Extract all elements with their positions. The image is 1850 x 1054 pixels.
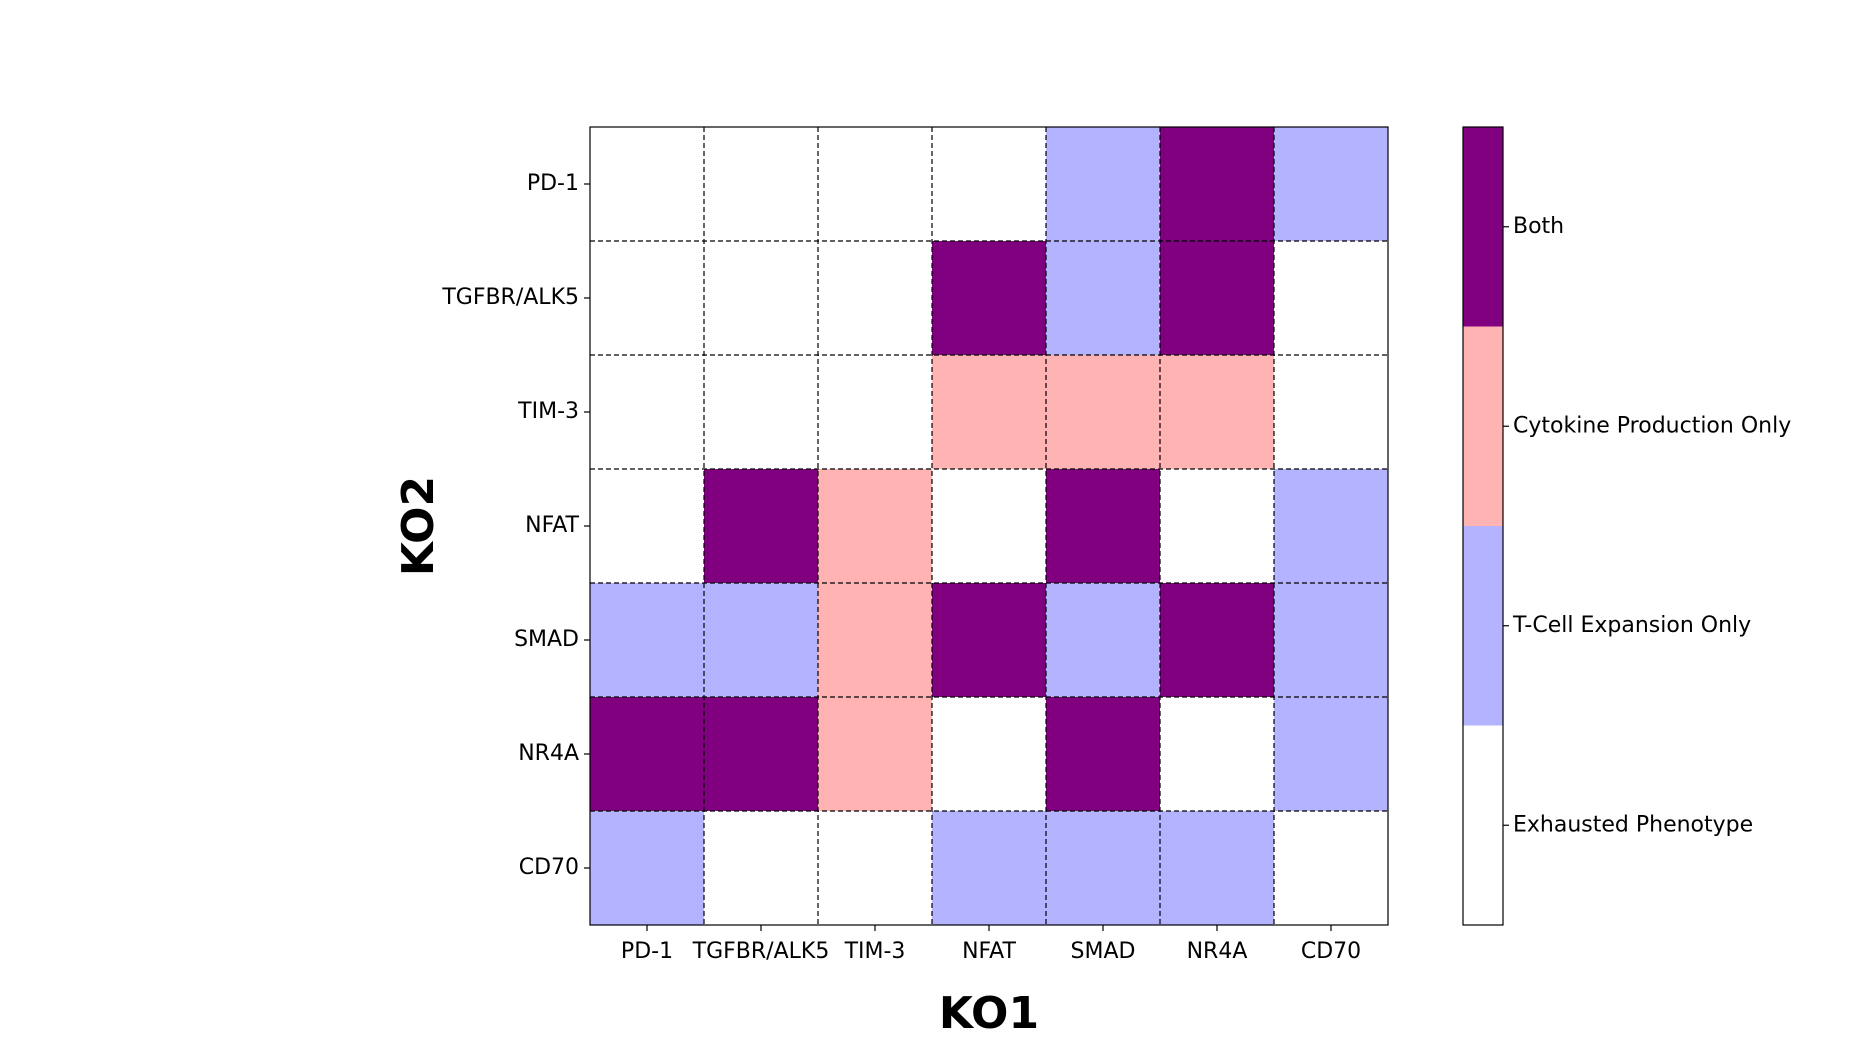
heatmap-cell (932, 811, 1046, 925)
x-tick-label: TIM-3 (844, 939, 906, 964)
heatmap-cell (1160, 697, 1274, 811)
heatmap-cell (704, 127, 818, 241)
heatmap-cell (704, 355, 818, 469)
heatmap-cell (932, 583, 1046, 697)
heatmap-cell (590, 127, 704, 241)
y-axis-tick-labels: PD-1 TGFBR/ALK5 TIM-3 NFAT SMAD NR4A CD70 (441, 171, 579, 880)
y-tick-label: SMAD (514, 627, 579, 652)
heatmap-cell (818, 355, 932, 469)
colorbar-label: Cytokine Production Only (1513, 413, 1791, 438)
y-tick-label: PD-1 (527, 171, 579, 196)
heatmap-cell (818, 811, 932, 925)
heatmap-cell (1160, 241, 1274, 355)
y-axis-title: KO2 (393, 476, 444, 576)
heatmap-cell (590, 355, 704, 469)
heatmap-cell (590, 811, 704, 925)
heatmap-cell (1046, 583, 1160, 697)
heatmap-cell (1274, 127, 1388, 241)
heatmap-cell (704, 811, 818, 925)
heatmap-cell (818, 469, 932, 583)
colorbar-label: T-Cell Expansion Only (1512, 613, 1751, 638)
heatmap-cell (932, 241, 1046, 355)
heatmap-cell (1046, 241, 1160, 355)
colorbar-frame (1462, 126, 1504, 926)
heatmap-cell (590, 583, 704, 697)
heatmap-cell (704, 469, 818, 583)
x-axis-title: KO1 (939, 988, 1039, 1039)
heatmap-cell (704, 697, 818, 811)
heatmap-cells (590, 127, 1388, 925)
x-tick-label: SMAD (1071, 939, 1136, 964)
axis-ticks (584, 183, 1332, 931)
heatmap-cell (818, 241, 932, 355)
x-tick-label: NFAT (962, 939, 1016, 964)
heatmap-cell (704, 583, 818, 697)
x-tick-label: PD-1 (621, 939, 673, 964)
heatmap-cell (1160, 127, 1274, 241)
heatmap-cell (1160, 469, 1274, 583)
heatmap-cell (1046, 127, 1160, 241)
heatmap-cell (1274, 583, 1388, 697)
heatmap-cell (704, 241, 818, 355)
grid-lines (590, 127, 1388, 925)
x-tick-label: NR4A (1187, 939, 1248, 964)
heatmap-cell (932, 697, 1046, 811)
heatmap-cell (818, 697, 932, 811)
heatmap-cell (590, 241, 704, 355)
heatmap-cell (818, 127, 932, 241)
heatmap-cell (1274, 697, 1388, 811)
colorbar-label: Exhausted Phenotype (1513, 812, 1753, 837)
colorbar-segment (1463, 326, 1503, 526)
colorbar-segment (1463, 526, 1503, 726)
y-tick-label: CD70 (519, 855, 579, 880)
heatmap-cell (590, 697, 704, 811)
x-tick-label: CD70 (1301, 939, 1361, 964)
heatmap-cell (1274, 355, 1388, 469)
colorbar-segment (1463, 127, 1503, 327)
y-tick-label: TIM-3 (517, 399, 579, 424)
y-tick-label: NFAT (525, 513, 579, 538)
heatmap-cell (1046, 355, 1160, 469)
heatmap-cell (1160, 583, 1274, 697)
colorbar-label: Both (1513, 214, 1564, 239)
x-axis-tick-labels: PD-1 TGFBR/ALK5 TIM-3 NFAT SMAD NR4A CD70 (621, 939, 1361, 964)
y-tick-label: TGFBR/ALK5 (441, 285, 579, 310)
heatmap-cell (1274, 469, 1388, 583)
heatmap-cell (818, 583, 932, 697)
heatmap-cell (590, 469, 704, 583)
heatmap-cell (932, 355, 1046, 469)
heatmap-cell (1046, 811, 1160, 925)
colorbar: Exhausted Phenotype T-Cell Expansion Only… (1462, 126, 1791, 926)
heatmap-cell (1274, 241, 1388, 355)
heatmap-cell (932, 469, 1046, 583)
heatmap-cell (1046, 469, 1160, 583)
heatmap-cell (1160, 811, 1274, 925)
x-tick-label: TGFBR/ALK5 (692, 939, 830, 964)
y-tick-label: NR4A (518, 741, 579, 766)
heatmap-cell (1274, 811, 1388, 925)
heatmap-cell (1046, 697, 1160, 811)
heatmap-cell (1160, 355, 1274, 469)
heatmap-cell (932, 127, 1046, 241)
colorbar-segment (1463, 725, 1503, 925)
